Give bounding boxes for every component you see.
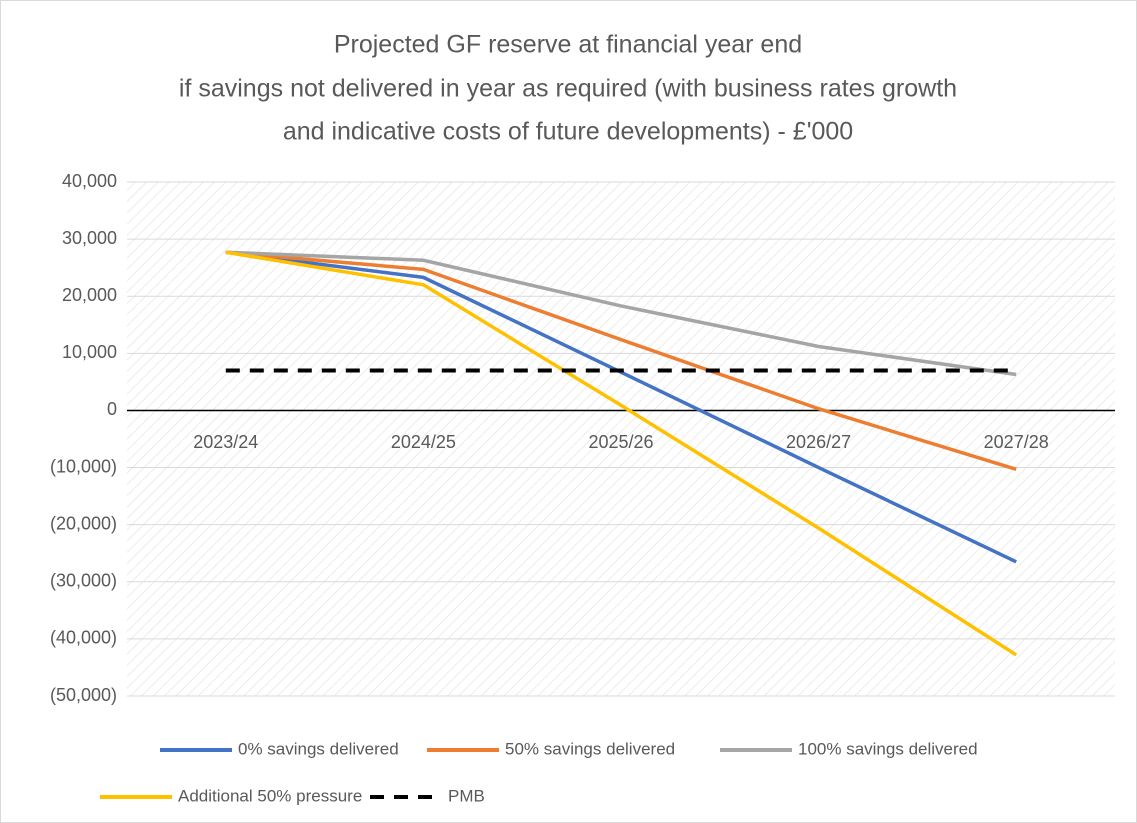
y-tick-label: 30,000	[62, 228, 117, 248]
x-tick-label: 2024/25	[391, 432, 456, 452]
y-tick-label: 10,000	[62, 342, 117, 362]
y-tick-label: (30,000)	[50, 571, 117, 591]
plot-area	[127, 182, 1115, 696]
x-tick-label: 2027/28	[984, 432, 1049, 452]
chart-title: and indicative costs of future developme…	[283, 118, 853, 146]
x-tick-label: 2023/24	[193, 432, 258, 452]
x-tick-label: 2025/26	[588, 432, 653, 452]
x-tick-label: 2026/27	[786, 432, 851, 452]
y-tick-label: 0	[107, 399, 117, 419]
legend-label: 100% savings delivered	[798, 739, 978, 758]
y-tick-label: (40,000)	[50, 628, 117, 648]
chart-title: Projected GF reserve at financial year e…	[334, 31, 802, 59]
chart-title: if savings not delivered in year as requ…	[179, 75, 957, 103]
y-tick-label: (10,000)	[50, 456, 117, 476]
y-tick-label: (50,000)	[50, 685, 117, 705]
y-tick-label: 20,000	[62, 285, 117, 305]
series-line	[225, 250, 1018, 657]
legend-label: Additional 50% pressure	[178, 786, 362, 805]
legend-label: 50% savings delivered	[505, 739, 675, 758]
y-tick-label: 40,000	[62, 171, 117, 191]
legend-label: PMB	[448, 786, 485, 805]
series-line	[225, 250, 1017, 377]
series-line	[225, 250, 1017, 471]
legend-label: 0% savings delivered	[238, 739, 399, 758]
y-tick-label: (20,000)	[50, 513, 117, 533]
